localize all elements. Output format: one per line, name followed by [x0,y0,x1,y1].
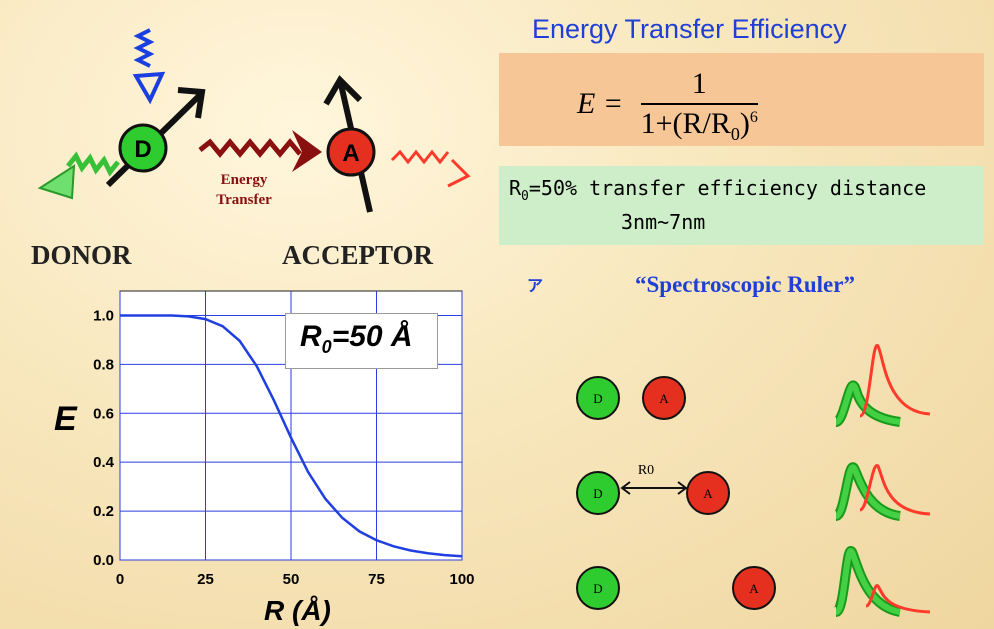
r0-definition: R0=50% transfer efficiency distance [509,176,926,204]
excitation-arrowhead [132,71,166,105]
x-tick-label: 50 [283,571,300,588]
transfer-label-1: Energy [221,172,268,188]
x-tick-label: 75 [368,571,385,588]
donor-molecule: D [118,123,168,173]
ruler-d-3: D [593,581,602,596]
ruler-illustration: D A D R0 A D A [576,344,931,617]
formula-denominator: 1+(R/R0)6 [640,103,758,145]
y-tick-label: 0.0 [93,552,114,569]
r0-subscript: 0 [521,189,529,204]
x-tick-label: 25 [197,571,214,588]
ruler-row-far: D A [576,546,931,617]
acceptor-molecule: A [326,127,376,177]
ruler-mark: ア [527,278,544,295]
excitation-wave [133,28,155,68]
acceptor-spectrum-2 [859,464,931,516]
formula-numerator: 1 [691,67,707,100]
y-tick-label: 0.2 [93,503,114,520]
legend-suffix: =50 Å [331,320,413,353]
r0-range: 3nm~7nm [621,210,706,234]
legend-sub: 0 [321,337,332,357]
r0-arrow-label: R0 [638,463,654,478]
acceptor-spectrum-1 [858,344,931,418]
y-tick-label: 1.0 [93,307,114,324]
formula-den-exp: 6 [749,109,758,126]
y-tick-label: 0.8 [93,356,114,373]
transfer-label-2: Transfer [216,192,272,208]
chart-ticks: 0 25 50 75 100 0.0 0.2 0.4 0.6 0.8 1.0 [93,307,474,588]
acceptor-label: ACCEPTOR [282,240,434,270]
formula-lhs: E = [577,86,624,120]
acceptor-letter: A [342,140,359,167]
formula-den-suffix: ) [739,107,750,140]
x-tick-label: 100 [449,571,474,588]
formula-fraction: 1 1+(R/R0)6 [640,67,758,145]
transfer-arrowhead [292,130,322,172]
formula-den-sub: 0 [730,124,740,144]
ruler-d-1: D [593,391,602,406]
efficiency-curve [120,314,463,558]
acceptor-dipole-head [323,75,363,106]
acceptor-emission-wave [390,149,450,165]
formula-box: E = 1 1+(R/R0)6 [499,53,984,146]
donor-emission-wave [66,151,120,177]
r0-info-box: R0=50% transfer efficiency distance 3nm~… [499,166,984,245]
donor-label: DONOR [31,240,132,270]
legend-r: R [300,320,322,353]
ruler-a-2: A [703,486,713,501]
ruler-row-close: D A [576,344,931,427]
ruler-a-3: A [749,581,759,596]
fret-diagram: D Energy Transfer A [37,28,471,213]
efficiency-title: Energy Transfer Efficiency [532,14,847,44]
ruler-a-1: A [659,391,669,406]
y-tick-label: 0.6 [93,405,114,422]
r0-symbol: R [509,176,522,200]
ruler-d-2: D [593,486,602,501]
donor-dipole-head [177,87,206,119]
formula-den-prefix: 1+(R/R [640,107,731,140]
y-axis-label: E [54,400,78,438]
donor-emission-arrowhead [37,164,76,200]
acceptor-spectrum-3 [865,584,931,614]
ruler-row-r0: D R0 A [576,462,931,521]
r0-definition-text: =50% transfer efficiency distance [528,176,927,200]
r0-legend: R0=50 Å [285,313,438,369]
efficiency-formula: E = 1 1+(R/R0)6 [577,67,758,145]
spectroscopic-ruler-title: “Spectroscopic Ruler” [635,272,855,297]
y-tick-label: 0.4 [93,454,115,471]
transfer-wave [198,138,302,158]
acceptor-emission-arrowhead [447,158,471,188]
x-tick-label: 0 [116,571,124,588]
x-axis-label: R (Å) [264,595,331,626]
donor-letter: D [134,136,151,163]
